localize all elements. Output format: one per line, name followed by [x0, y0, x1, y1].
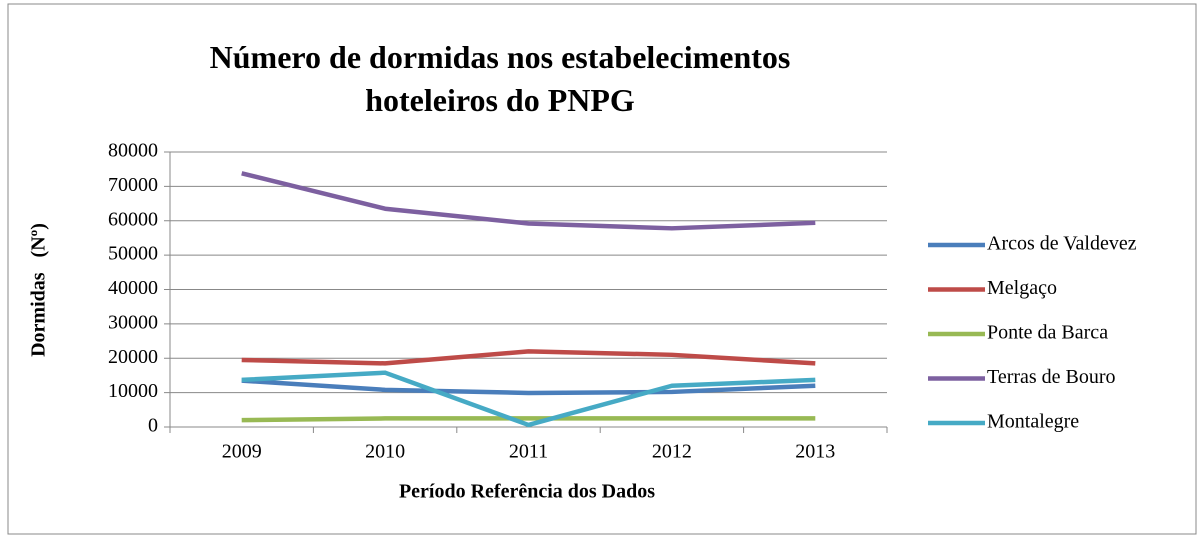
- legend-label: Terras de Bouro: [987, 366, 1116, 388]
- series-line: [241, 171, 816, 231]
- series-line: [241, 416, 816, 423]
- y-tick-label: 50000: [108, 243, 158, 265]
- y-tick-label: 20000: [108, 346, 158, 368]
- y-tick-label: 40000: [108, 277, 158, 299]
- x-tick-label: 2009: [222, 441, 262, 463]
- legend-label: Montalegre: [987, 411, 1079, 433]
- x-tick-label: 2011: [509, 441, 548, 463]
- legend-label: Melgaço: [987, 277, 1057, 299]
- chart-border: [7, 3, 1197, 535]
- y-tick-label: 80000: [108, 140, 158, 162]
- chart-title: Número de dormidas nos estabelecimentos …: [209, 39, 791, 118]
- y-axis-label: Dormidas (Nº): [28, 223, 50, 357]
- series-line: [241, 370, 816, 428]
- y-tick-label: 10000: [108, 380, 158, 402]
- legend-label: Ponte da Barca: [987, 322, 1108, 344]
- y-tick-label: 30000: [108, 311, 158, 333]
- y-tick-label: 70000: [108, 174, 158, 196]
- x-tick-label: 2013: [795, 441, 835, 463]
- x-axis-label: Período Referência dos Dados: [399, 481, 655, 503]
- series-line: [241, 378, 816, 396]
- y-tick-label: 60000: [108, 208, 158, 230]
- x-tick-label: 2010: [365, 441, 405, 463]
- series-line: [241, 349, 816, 366]
- y-tick-label: 0: [148, 415, 158, 437]
- legend-label: Arcos de Valdevez: [987, 233, 1137, 255]
- x-tick-label: 2012: [652, 441, 692, 463]
